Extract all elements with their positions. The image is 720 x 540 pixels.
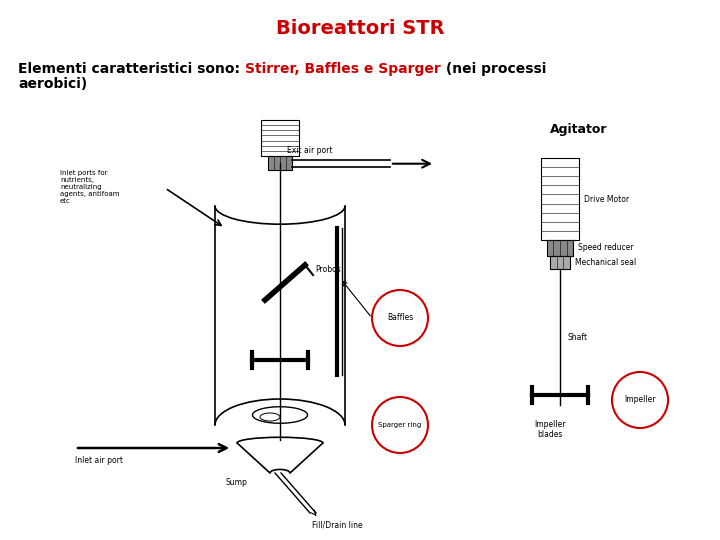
Text: Elementi caratteristici sono:: Elementi caratteristici sono: — [18, 62, 245, 76]
Text: Exit air port: Exit air port — [287, 146, 333, 155]
Text: Probos: Probos — [315, 266, 341, 274]
Text: aerobici): aerobici) — [18, 77, 87, 91]
Bar — [546, 240, 573, 256]
Text: Sparger ring: Sparger ring — [379, 422, 422, 428]
Text: Bioreattori STR: Bioreattori STR — [276, 18, 444, 37]
Text: Inlet ports for
nutrients,
neutralizing
agents, antifoam
etc: Inlet ports for nutrients, neutralizing … — [60, 170, 120, 204]
Text: Agitator: Agitator — [550, 123, 608, 136]
Text: Inlet air port: Inlet air port — [75, 456, 123, 465]
Bar — [261, 120, 299, 156]
Bar — [541, 158, 579, 240]
Text: Sump: Sump — [225, 478, 247, 487]
Text: Speed reducer: Speed reducer — [578, 244, 634, 253]
Text: Impeller
blades: Impeller blades — [534, 420, 566, 440]
Text: Shaft: Shaft — [568, 333, 588, 341]
Bar — [550, 256, 570, 269]
Text: Mechanical seal: Mechanical seal — [575, 258, 636, 267]
Text: Drive Motor: Drive Motor — [584, 194, 629, 204]
Text: Fill/Drain line: Fill/Drain line — [312, 521, 363, 530]
Text: (nei processi: (nei processi — [441, 62, 546, 76]
Text: Impeller: Impeller — [624, 395, 656, 404]
Text: Baffles: Baffles — [387, 314, 413, 322]
Text: Stirrer, Baffles e Sparger: Stirrer, Baffles e Sparger — [245, 62, 441, 76]
Bar — [268, 156, 292, 170]
